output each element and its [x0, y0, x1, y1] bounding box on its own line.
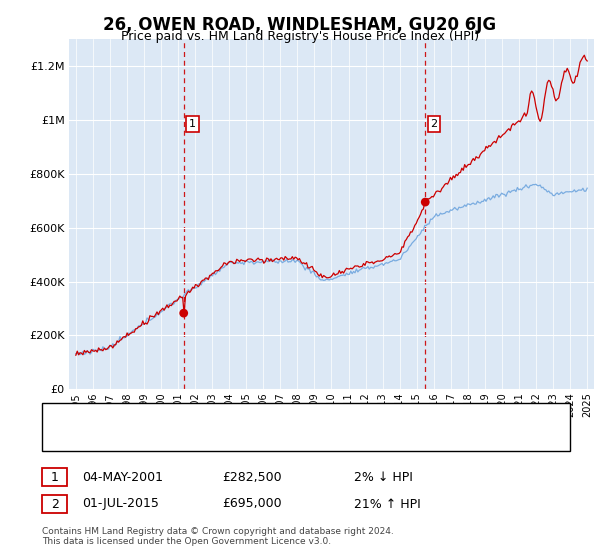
- Text: 04-MAY-2001: 04-MAY-2001: [82, 470, 163, 484]
- Text: 1: 1: [189, 119, 196, 129]
- Text: HPI: Average price, detached house, Surrey Heath: HPI: Average price, detached house, Surr…: [89, 432, 370, 442]
- Text: 01-JUL-2015: 01-JUL-2015: [82, 497, 159, 511]
- Text: Price paid vs. HM Land Registry's House Price Index (HPI): Price paid vs. HM Land Registry's House …: [121, 30, 479, 43]
- Text: 21% ↑ HPI: 21% ↑ HPI: [354, 497, 421, 511]
- Text: 2% ↓ HPI: 2% ↓ HPI: [354, 470, 413, 484]
- Point: [179, 309, 188, 318]
- Text: £282,500: £282,500: [222, 470, 281, 484]
- Text: 26, OWEN ROAD, WINDLESHAM, GU20 6JG: 26, OWEN ROAD, WINDLESHAM, GU20 6JG: [103, 16, 497, 34]
- Text: Contains HM Land Registry data © Crown copyright and database right 2024.
This d: Contains HM Land Registry data © Crown c…: [42, 526, 394, 546]
- Text: 1: 1: [50, 470, 59, 484]
- Point: [421, 198, 430, 207]
- Text: 26, OWEN ROAD, WINDLESHAM, GU20 6JG (detached house): 26, OWEN ROAD, WINDLESHAM, GU20 6JG (det…: [89, 412, 428, 422]
- Text: £695,000: £695,000: [222, 497, 281, 511]
- Text: 2: 2: [50, 497, 59, 511]
- Text: 2: 2: [430, 119, 437, 129]
